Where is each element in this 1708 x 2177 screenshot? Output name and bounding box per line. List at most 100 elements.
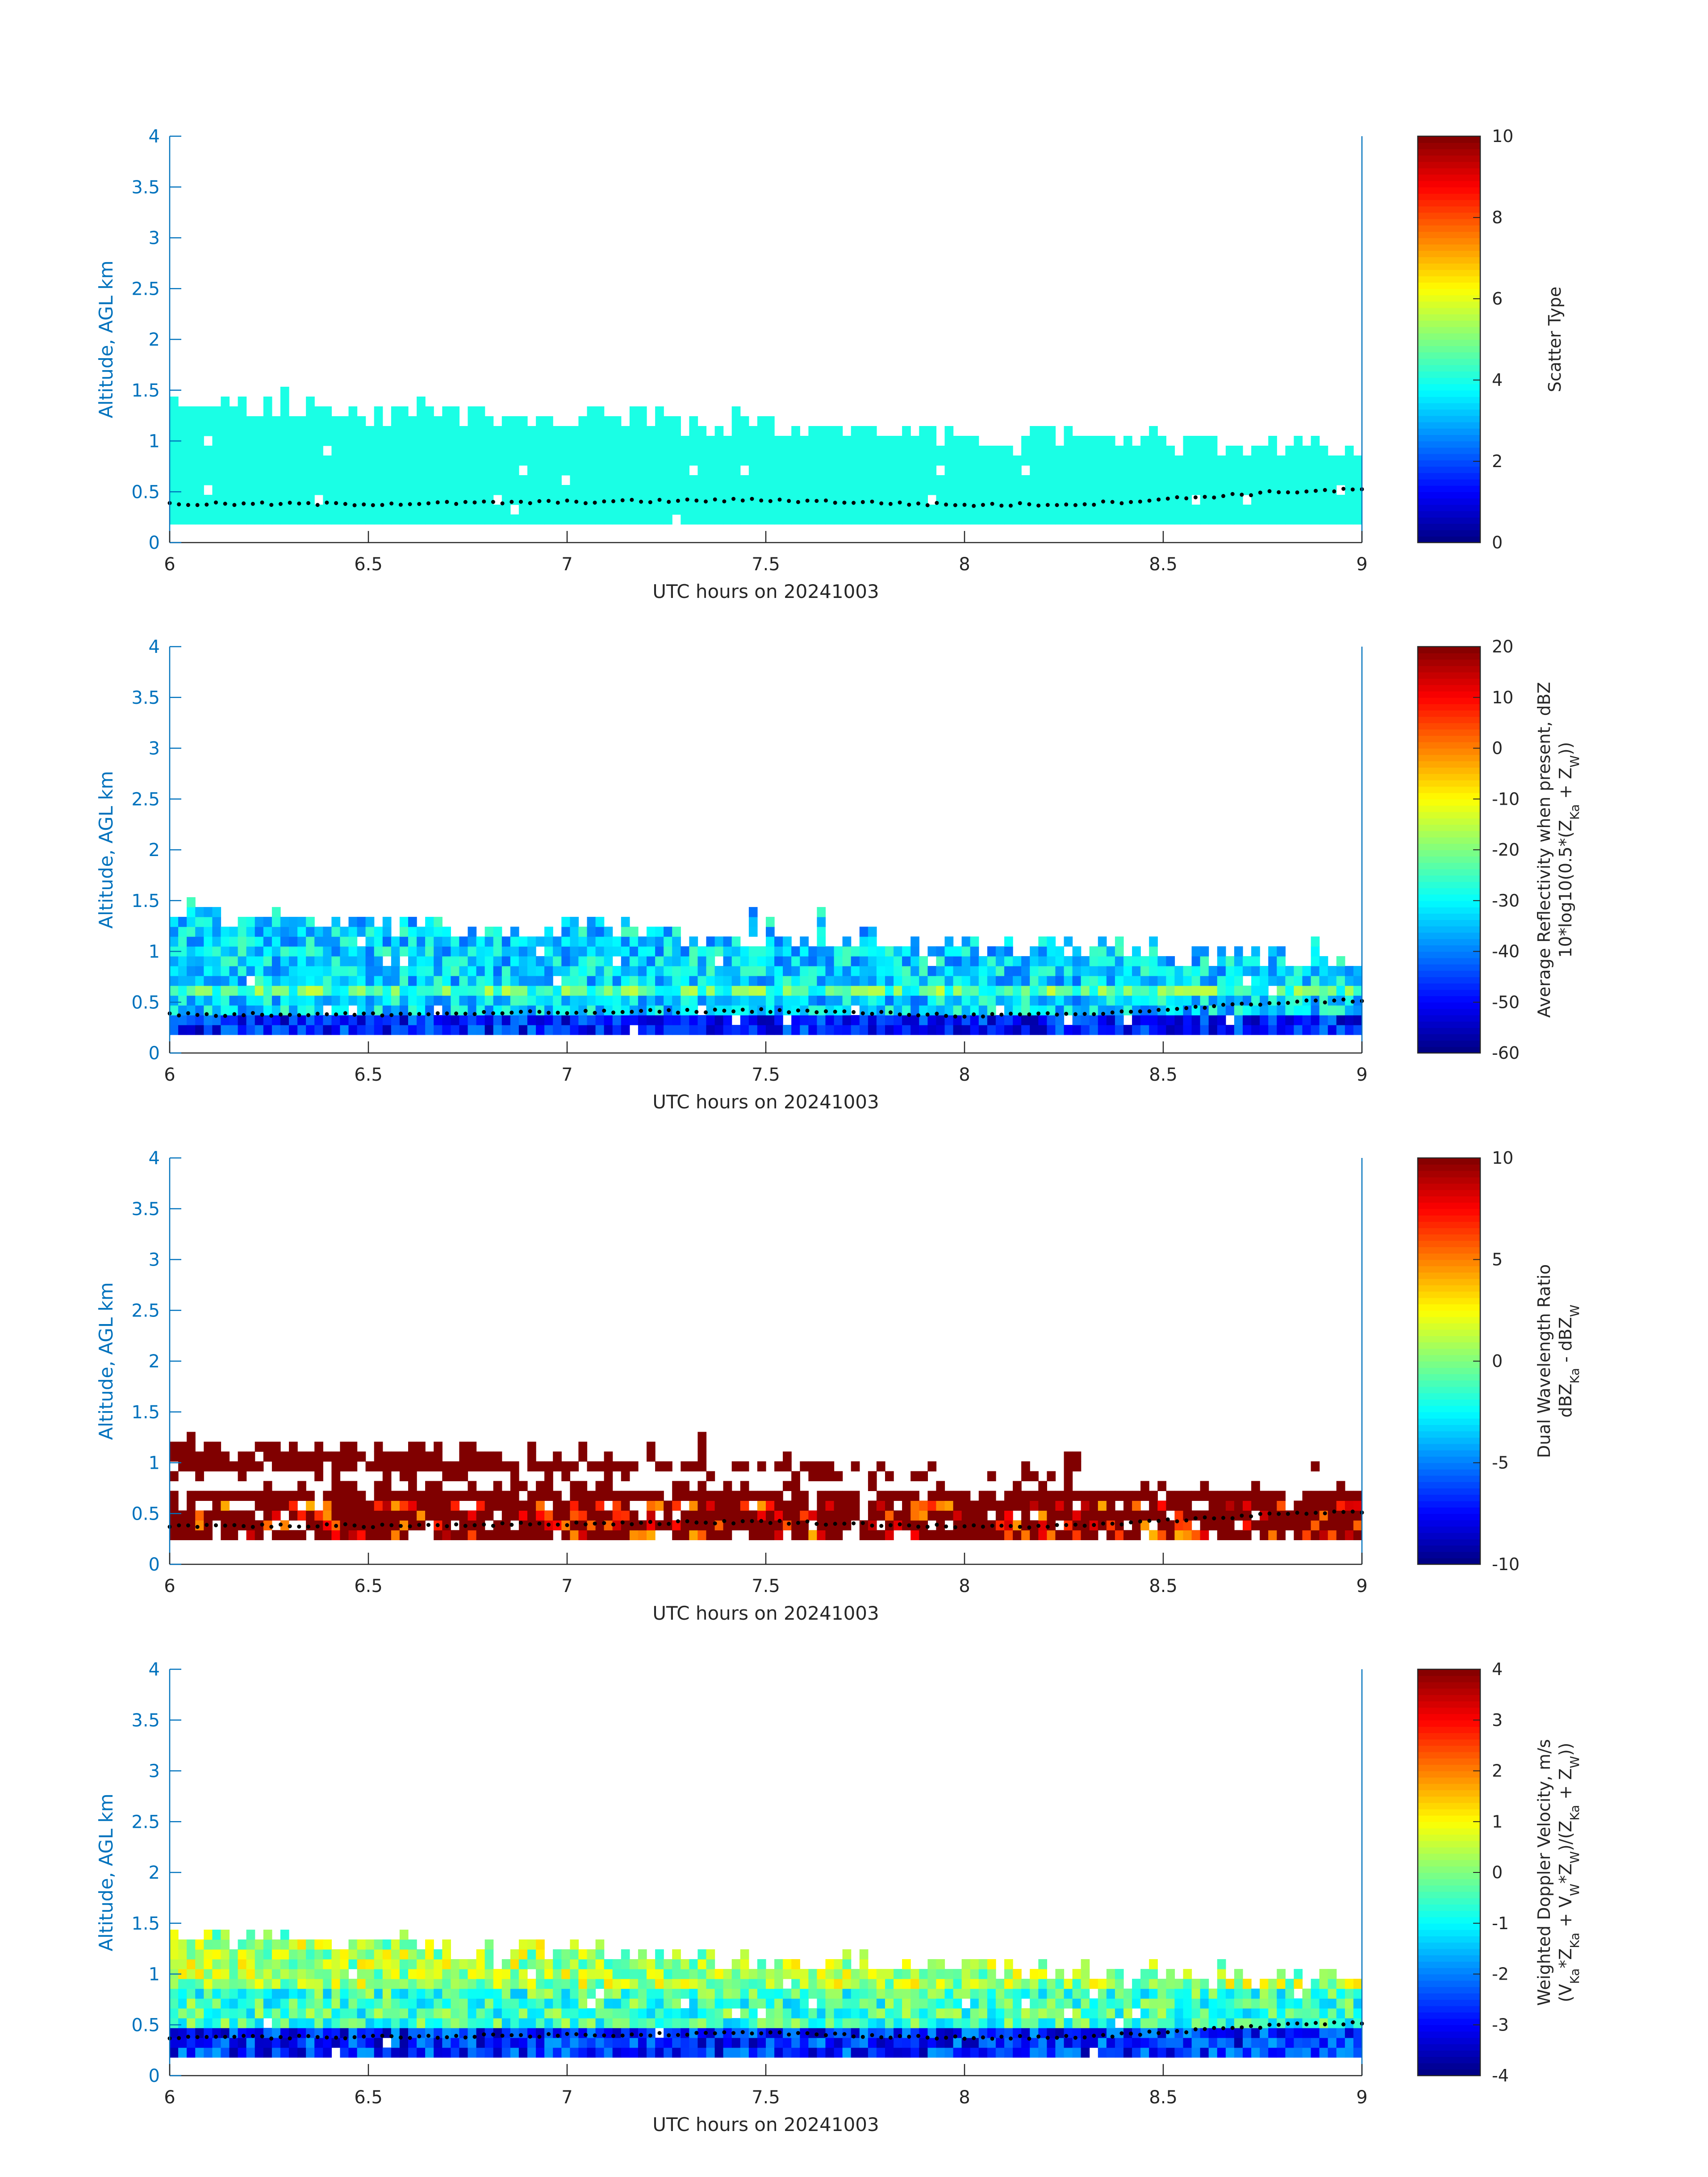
heatmap-cell <box>204 1979 213 1989</box>
colorbar-swatch <box>1418 704 1480 710</box>
heatmap-cell <box>434 917 443 927</box>
heatmap-cell <box>518 1939 528 1950</box>
heatmap-cell <box>340 2038 349 2048</box>
heatmap-cell <box>1021 495 1030 505</box>
colorbar-swatch <box>1418 510 1480 518</box>
heatmap-cell <box>212 1979 221 1989</box>
heatmap-cell <box>1115 976 1124 986</box>
heatmap-cell <box>238 465 247 476</box>
heatmap-cell <box>204 1949 213 1960</box>
heatmap-cell <box>468 2047 477 2058</box>
heatmap-cell <box>1345 455 1354 466</box>
colorbar-swatch <box>1418 212 1480 219</box>
heatmap-cell <box>476 936 485 947</box>
heatmap-cell <box>306 514 315 525</box>
colorbar-swatch <box>1418 1545 1480 1552</box>
heatmap-cell <box>825 455 835 466</box>
cloud-base-dot <box>1009 1011 1013 1016</box>
heatmap-cell <box>1353 1500 1362 1511</box>
heatmap-cell <box>468 455 477 466</box>
heatmap-cell <box>1183 1500 1192 1511</box>
heatmap-cell <box>944 465 954 476</box>
heatmap-cell <box>544 455 553 466</box>
heatmap-cell <box>740 986 749 996</box>
heatmap-cell <box>501 1500 511 1511</box>
colorbar-swatch <box>1418 1507 1480 1514</box>
heatmap-cell <box>442 1979 451 1989</box>
heatmap-cell <box>791 976 800 986</box>
heatmap-cell <box>1217 1520 1226 1530</box>
heatmap-cell <box>800 446 809 456</box>
heatmap-cell <box>987 1015 996 1025</box>
heatmap-cell <box>978 485 988 495</box>
heatmap-cell <box>399 1989 409 1999</box>
heatmap-cell <box>1038 1510 1047 1521</box>
heatmap-cell <box>271 416 281 426</box>
heatmap-cell <box>910 1500 919 1511</box>
heatmap-cell <box>1174 1500 1184 1511</box>
heatmap-cell <box>621 1979 630 1989</box>
heatmap-cell <box>442 1461 451 1471</box>
heatmap-cell <box>476 946 485 957</box>
heatmap-cell <box>1047 1500 1056 1511</box>
colorbar-swatch <box>1418 723 1480 730</box>
heatmap-cell <box>1302 966 1311 976</box>
heatmap-cell <box>382 1471 392 1481</box>
heatmap-cell <box>238 1015 247 1025</box>
heatmap-cell <box>970 966 979 976</box>
heatmap-cell <box>697 956 707 966</box>
heatmap-cell <box>774 966 783 976</box>
heatmap-cell <box>570 1979 579 1989</box>
heatmap-cell <box>425 966 434 976</box>
heatmap-cell <box>944 995 954 1006</box>
heatmap-cell <box>1268 465 1277 476</box>
heatmap-cell <box>1294 446 1303 456</box>
heatmap-cell <box>808 995 818 1006</box>
heatmap-cell <box>484 1500 494 1511</box>
heatmap-cell <box>1277 956 1286 966</box>
heatmap-cell <box>323 1998 332 2009</box>
heatmap-cell <box>970 455 979 466</box>
heatmap-cell <box>876 475 885 485</box>
colorbar-swatch <box>1418 339 1480 346</box>
heatmap-cell <box>204 1442 213 1452</box>
heatmap-cell <box>476 986 485 996</box>
heatmap-cell <box>391 495 400 505</box>
heatmap-cell <box>1055 1530 1065 1540</box>
heatmap-cell <box>1225 1025 1235 1035</box>
heatmap-cell <box>263 475 272 485</box>
heatmap-cell <box>553 2038 562 2048</box>
colorbar-swatch <box>1418 1021 1480 1028</box>
heatmap-cell <box>774 475 783 485</box>
heatmap-cell <box>902 485 911 495</box>
heatmap-cell <box>1098 1491 1107 1501</box>
heatmap-cell <box>1208 1491 1218 1501</box>
heatmap-cell <box>859 956 869 966</box>
heatmap-cell <box>800 936 809 947</box>
heatmap-cell <box>655 455 664 466</box>
heatmap-cell <box>1132 1491 1141 1501</box>
y-tick-label: 2 <box>149 330 160 350</box>
heatmap-cell <box>1055 505 1065 515</box>
heatmap-cell <box>953 995 962 1006</box>
heatmap-cell <box>246 1930 255 1940</box>
heatmap-cell <box>919 475 928 485</box>
heatmap-cell <box>570 1949 579 1960</box>
heatmap-cell <box>289 2028 298 2038</box>
cloud-base-dot <box>1240 1513 1244 1518</box>
heatmap-cell <box>510 1500 519 1511</box>
heatmap-cell <box>246 505 255 515</box>
heatmap-cell <box>1328 514 1337 525</box>
heatmap-cell <box>399 1949 409 1960</box>
heatmap-cell <box>340 966 349 976</box>
heatmap-cell <box>681 1530 689 1540</box>
heatmap-cell <box>442 2018 451 2028</box>
heatmap-cell <box>1149 465 1158 476</box>
heatmap-cell <box>731 1500 741 1511</box>
heatmap-cell <box>204 1930 213 1940</box>
cloud-base-dot <box>824 1009 828 1014</box>
heatmap-cell <box>740 1461 749 1471</box>
heatmap-cell <box>1106 1005 1115 1015</box>
heatmap-cell <box>1140 1025 1149 1035</box>
cloud-base-dot <box>602 1521 606 1525</box>
